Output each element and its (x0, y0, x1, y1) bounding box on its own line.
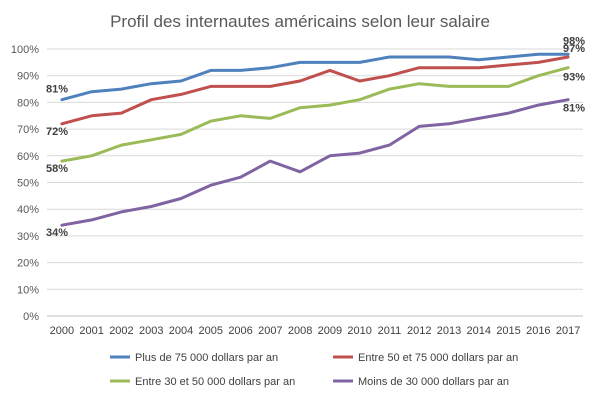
data-labels: 81% 98% 72% 97% 58% 93% 34% 81% (46, 35, 585, 239)
x-tick-label: 2012 (407, 325, 431, 337)
data-label-start: 34% (46, 227, 68, 239)
series-line-1 (60, 52, 570, 102)
data-label-start: 58% (46, 163, 68, 175)
data-label-start: 72% (46, 126, 68, 138)
x-tick-label: 2014 (467, 325, 491, 337)
y-tick-label: 60% (17, 151, 39, 163)
data-label-start: 81% (46, 84, 68, 96)
y-axis-tick-labels: 0% 10% 20% 30% 40% 50% 60% 70% 80% 90% 100% (11, 44, 39, 323)
x-tick-label: 2010 (347, 325, 371, 337)
x-tick-label: 2003 (139, 325, 163, 337)
chart-title: Profil des internautes américains selon … (110, 12, 490, 31)
y-tick-label: 100% (11, 44, 39, 56)
x-tick-label: 2015 (496, 325, 520, 337)
series-line-3 (60, 66, 570, 163)
y-tick-label: 70% (17, 124, 39, 136)
x-tick-label: 2000 (50, 325, 74, 337)
legend-label: Plus de 75 000 dollars par an (135, 352, 278, 364)
series-lines (60, 52, 570, 227)
x-tick-label: 2009 (318, 325, 342, 337)
x-tick-label: 2008 (288, 325, 312, 337)
legend-label: Entre 30 et 50 000 dollars par an (135, 376, 295, 388)
data-label-end: 97% (563, 43, 585, 55)
data-label-end: 81% (563, 103, 585, 115)
series-line-4 (60, 98, 570, 227)
x-axis-tick-labels: 2000 2001 2002 2003 2004 2005 2006 2007 2008 2009… (50, 325, 581, 337)
series-line-2 (60, 55, 570, 126)
y-tick-label: 50% (17, 178, 39, 190)
data-label-end: 98% (563, 35, 585, 47)
gridlines (47, 48, 583, 317)
x-tick-label: 2005 (199, 325, 223, 337)
y-tick-label: 10% (17, 284, 39, 296)
legend-label: Entre 50 et 75 000 dollars par an (358, 352, 518, 364)
y-tick-label: 80% (17, 97, 39, 109)
x-tick-label: 2002 (109, 325, 133, 337)
x-tick-label: 2004 (169, 325, 193, 337)
y-tick-label: 90% (17, 71, 39, 83)
y-tick-label: 20% (17, 258, 39, 270)
x-tick-label: 2016 (526, 325, 550, 337)
x-tick-label: 2001 (79, 325, 103, 337)
y-tick-label: 40% (17, 204, 39, 216)
legend-label: Moins de 30 000 dollars par an (358, 376, 509, 388)
y-tick-label: 30% (17, 231, 39, 243)
x-tick-label: 2006 (228, 325, 252, 337)
legend: Plus de 75 000 dollars par an Entre 50 et… (110, 352, 518, 388)
x-tick-label: 2011 (378, 325, 402, 337)
x-tick-label: 2007 (258, 325, 282, 337)
x-tick-label: 2017 (556, 325, 580, 337)
y-tick-label: 0% (23, 311, 39, 323)
x-tick-label: 2013 (437, 325, 461, 337)
data-label-end: 93% (563, 72, 585, 84)
